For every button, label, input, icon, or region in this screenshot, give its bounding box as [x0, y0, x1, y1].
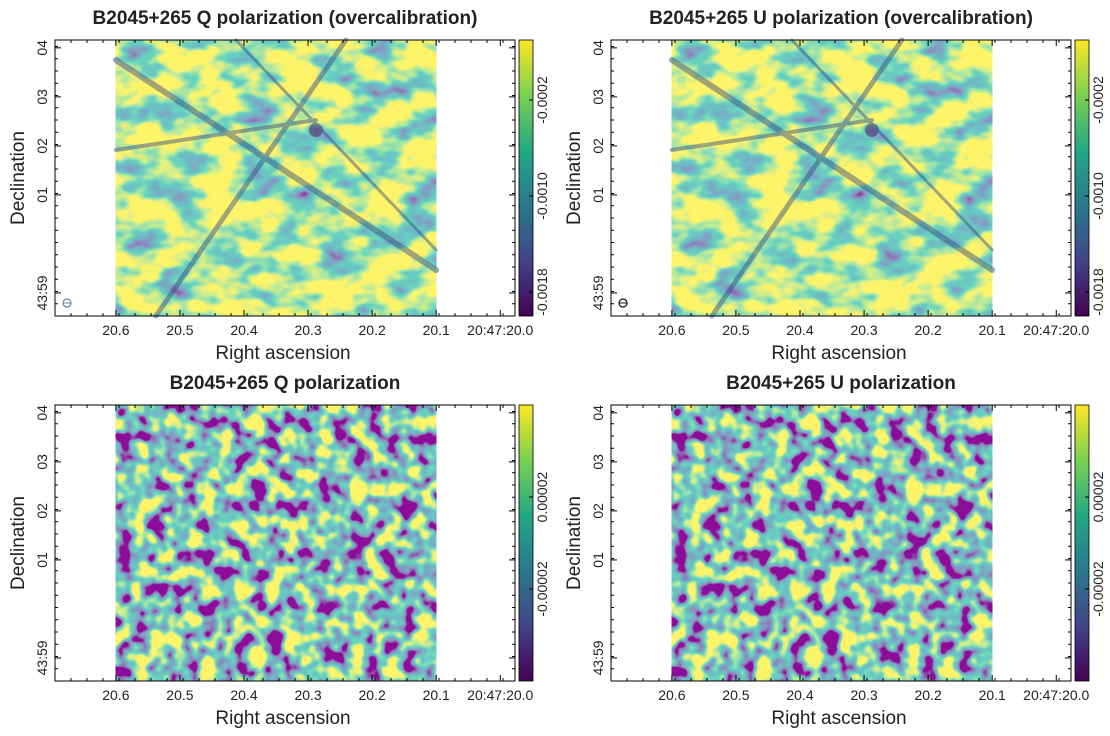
x-tick-label: 20.5 [166, 687, 193, 703]
x-tick-label: 20.3 [294, 322, 321, 338]
y-tick-label: 04 [34, 405, 50, 421]
x-tick-label: 20.6 [658, 322, 685, 338]
x-tick-label: 20.4 [786, 322, 813, 338]
colorbar-tick-label: -0.00002 [534, 561, 550, 616]
x-tick-label: 20.4 [230, 687, 257, 703]
streak [112, 57, 440, 273]
y-tick-label: 03 [590, 454, 606, 470]
chart-title: B2045+265 U polarization (overcalibratio… [649, 8, 1033, 29]
y-tick-label: 01 [590, 187, 606, 203]
x-tick-label: 20.1 [423, 322, 450, 338]
streak [790, 38, 994, 252]
x-axis-label: Right ascension [215, 343, 350, 364]
axes-frame [54, 39, 516, 317]
x-tick-label: 20:47:20.0 [1023, 322, 1089, 338]
y-tick-label: 02 [34, 503, 50, 519]
axes-frame [54, 404, 516, 682]
panel: 20.6 20.5 20.4 20.3 20.2 20.1 20:47:20.0 04 03 02… [564, 373, 1106, 729]
y-tick-label: 03 [34, 89, 50, 105]
image-streaks [112, 37, 440, 319]
x-tick-label: 20.1 [979, 322, 1006, 338]
y-tick-label: 43:59 [34, 275, 50, 310]
y-tick-label: 03 [590, 89, 606, 105]
colorbar-tick-label: -0.0018 [1090, 268, 1106, 316]
x-axis-label: Right ascension [215, 708, 350, 729]
colorbar-tick-label: 0.00002 [1090, 471, 1106, 522]
colorbar [1074, 404, 1090, 682]
axes-frame [610, 39, 1072, 317]
core [308, 123, 323, 137]
x-axis-label: Right ascension [771, 343, 906, 364]
x-tick-label: 20.5 [722, 687, 749, 703]
y-tick-label: 43:59 [590, 275, 606, 310]
colorbar [1074, 39, 1090, 317]
x-tick-label: 20.6 [102, 322, 129, 338]
x-tick-label: 20.4 [230, 322, 257, 338]
x-tick-label: 20:47:20.0 [467, 322, 533, 338]
y-tick-label: 43:59 [34, 640, 50, 675]
y-tick-label: 01 [34, 552, 50, 568]
y-tick-label: 02 [590, 138, 606, 154]
x-tick-label: 20:47:20.0 [467, 687, 533, 703]
y-tick-label: 02 [590, 503, 606, 519]
core [864, 123, 879, 137]
chart-title: B2045+265 Q polarization [170, 373, 401, 394]
image-streaks [668, 37, 996, 319]
streak [113, 118, 318, 152]
panel: 20.6 20.5 20.4 20.3 20.2 20.1 20:47:20.0 04 03 02… [564, 8, 1106, 364]
image [671, 405, 993, 681]
colorbar [518, 404, 534, 682]
x-tick-label: 20.2 [915, 687, 942, 703]
y-tick-label: 04 [34, 40, 50, 56]
y-tick-label: 04 [590, 405, 606, 421]
y-tick-label: 01 [590, 552, 606, 568]
colorbar-tick-label: -0.0002 [534, 76, 550, 124]
y-axis-label: Declination [8, 496, 29, 590]
panel: 20.6 20.5 20.4 20.3 20.2 20.1 20:47:20.0 04 03 02… [8, 373, 550, 729]
streak [668, 57, 996, 273]
y-tick-label: 02 [34, 138, 50, 154]
x-tick-label: 20.2 [359, 687, 386, 703]
y-axis-label: Declination [8, 131, 29, 225]
chart-title: B2045+265 Q polarization (overcalibratio… [93, 8, 478, 29]
y-axis-label: Declination [564, 496, 585, 590]
x-tick-label: 20.6 [102, 687, 129, 703]
x-tick-label: 20.5 [166, 322, 193, 338]
x-tick-label: 20.2 [915, 322, 942, 338]
axes-frame [610, 404, 1072, 682]
y-tick-label: 01 [34, 187, 50, 203]
streak [153, 37, 349, 319]
x-tick-label: 20.3 [294, 687, 321, 703]
y-tick-label: 43:59 [590, 640, 606, 675]
streak [234, 38, 438, 252]
y-tick-label: 04 [590, 40, 606, 56]
colorbar-tick-label: -0.0002 [1090, 76, 1106, 124]
x-tick-label: 20.3 [850, 322, 877, 338]
y-tick-label: 03 [34, 454, 50, 470]
x-tick-label: 20.4 [786, 687, 813, 703]
image [115, 405, 437, 681]
image [115, 40, 437, 316]
x-tick-label: 20.2 [359, 322, 386, 338]
x-tick-label: 20.5 [722, 322, 749, 338]
x-tick-label: 20:47:20.0 [1023, 687, 1089, 703]
colorbar-tick-label: -0.0010 [1090, 172, 1106, 220]
image [671, 40, 993, 316]
streak [669, 118, 874, 152]
x-tick-label: 20.1 [423, 687, 450, 703]
x-tick-label: 20.1 [979, 687, 1006, 703]
colorbar-tick-label: -0.0010 [534, 172, 550, 220]
colorbar-tick-label: -0.0018 [534, 268, 550, 316]
panel: 20.6 20.5 20.4 20.3 20.2 20.1 20:47:20.0 04 03 02… [8, 8, 550, 364]
x-tick-label: 20.6 [658, 687, 685, 703]
x-axis-label: Right ascension [771, 708, 906, 729]
chart-title: B2045+265 U polarization [726, 373, 956, 394]
colorbar [518, 39, 534, 317]
streak [709, 37, 905, 319]
x-tick-label: 20.3 [850, 687, 877, 703]
y-axis-label: Declination [564, 131, 585, 225]
colorbar-tick-label: 0.00002 [534, 471, 550, 522]
colorbar-tick-label: -0.00002 [1090, 561, 1106, 616]
